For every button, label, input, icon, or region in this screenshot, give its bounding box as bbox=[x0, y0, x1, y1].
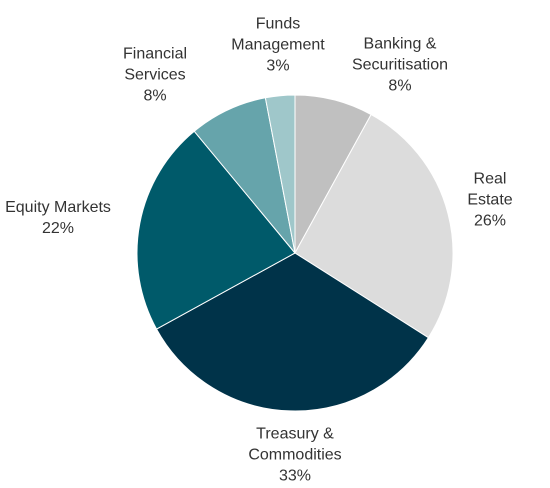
slice-label: Funds Management 3% bbox=[231, 14, 324, 77]
value-label: 33% bbox=[278, 467, 312, 485]
slice-label: Equity Markets 22% bbox=[5, 197, 111, 239]
category-label: Funds Management bbox=[231, 15, 325, 54]
slice-label: Financial Services 8% bbox=[123, 44, 187, 107]
category-label: Financial Services bbox=[122, 45, 188, 84]
category-label: Equity Markets bbox=[5, 199, 111, 216]
slice bbox=[264, 94, 296, 254]
value-label: 8% bbox=[143, 87, 167, 105]
slice-label: Treasury & Commodities 33% bbox=[248, 424, 341, 487]
value-label: 22% bbox=[41, 220, 75, 237]
slice bbox=[136, 130, 296, 330]
category-label: Treasury & Commodities bbox=[248, 425, 342, 464]
category-label: Real Estate bbox=[467, 170, 513, 209]
category-label: Banking & Securitisation bbox=[351, 35, 449, 74]
value-label: 8% bbox=[388, 77, 412, 95]
slice-label: Real Estate 26% bbox=[460, 169, 520, 232]
value-label: 3% bbox=[266, 57, 290, 75]
value-label: 26% bbox=[473, 212, 507, 230]
slice bbox=[155, 252, 430, 412]
slice bbox=[294, 113, 454, 339]
slice-label: Banking & Securitisation 8% bbox=[352, 34, 448, 97]
